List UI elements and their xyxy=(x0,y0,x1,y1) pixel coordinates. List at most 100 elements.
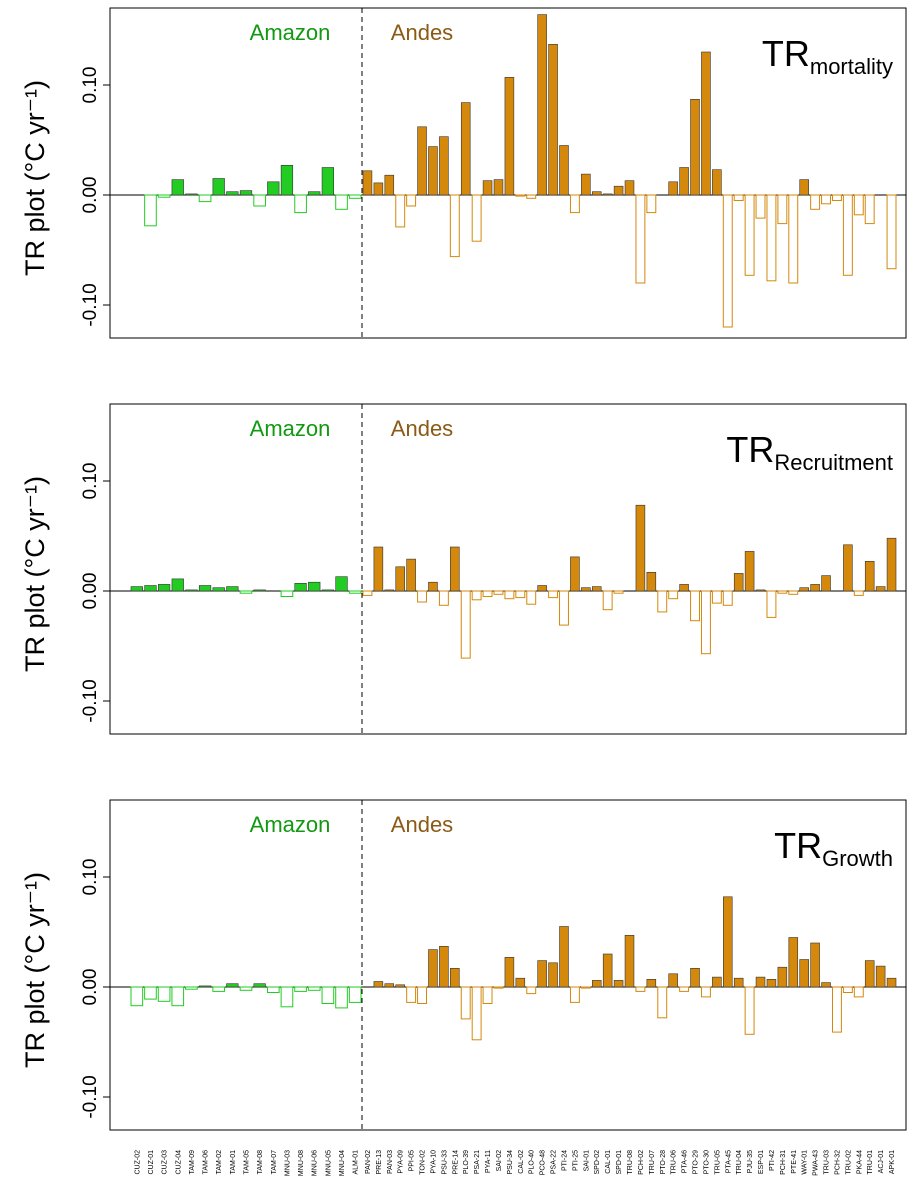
y-axis-label: TR plot (°C yr⁻¹) xyxy=(20,80,50,276)
bar xyxy=(635,194,646,284)
x-tick-label: MNU-03 xyxy=(284,1150,291,1176)
x-tick-label: CUZ-01 xyxy=(148,1150,155,1175)
bar xyxy=(428,146,438,196)
x-tick-label: SAI-02 xyxy=(496,1150,503,1172)
bar xyxy=(559,590,569,626)
bar xyxy=(602,193,613,196)
bar xyxy=(450,546,460,592)
bar xyxy=(722,194,733,328)
x-tick-label: TRU-05 xyxy=(714,1150,721,1175)
x-tick-label: TAM-05 xyxy=(244,1150,251,1174)
bar xyxy=(843,544,853,592)
y-tick-label: -0.10 xyxy=(80,1075,101,1118)
x-tick-label: CAL-02 xyxy=(518,1150,525,1174)
region-label: Amazon xyxy=(250,20,331,45)
bar xyxy=(722,590,733,606)
bar xyxy=(335,194,348,210)
bar xyxy=(624,180,635,196)
bar xyxy=(690,967,700,988)
x-tick-label: PLO-40 xyxy=(529,1150,536,1174)
bar xyxy=(755,194,766,219)
bar xyxy=(799,179,809,196)
x-tick-label: PTE-41 xyxy=(791,1150,798,1174)
bar xyxy=(700,986,711,998)
x-tick-label: PAN-03 xyxy=(387,1150,394,1174)
region-label: Andes xyxy=(391,416,453,441)
bar xyxy=(428,949,438,988)
x-tick-label: PYA-11 xyxy=(485,1150,492,1173)
bar xyxy=(471,194,482,242)
bar xyxy=(559,926,569,988)
x-tick-label: CUZ-02 xyxy=(134,1150,141,1175)
bar xyxy=(198,194,212,203)
panel-title-sub: Recruitment xyxy=(774,450,893,475)
bar xyxy=(253,589,266,592)
bar xyxy=(493,179,504,196)
bar xyxy=(373,981,384,988)
bar xyxy=(515,977,526,988)
bar xyxy=(239,590,253,594)
x-tick-label: MNU-06 xyxy=(312,1150,319,1176)
bar xyxy=(226,191,239,196)
y-axis-label: TR plot (°C yr⁻¹) xyxy=(20,872,50,1068)
bar xyxy=(471,590,482,601)
bar xyxy=(471,986,482,1041)
bar xyxy=(428,581,438,592)
x-tick-label: PTO-30 xyxy=(703,1150,710,1174)
bar xyxy=(799,587,809,592)
bar xyxy=(493,986,504,989)
bar xyxy=(185,986,198,990)
x-tick-label: CAL-01 xyxy=(605,1150,612,1174)
bar xyxy=(821,575,831,592)
x-tick-label: PJU-35 xyxy=(747,1150,754,1173)
y-tick-label: -0.10 xyxy=(80,283,101,326)
y-tick-label: 0.00 xyxy=(80,177,101,214)
bar xyxy=(226,586,239,592)
bar xyxy=(280,165,294,196)
bar xyxy=(406,194,417,207)
bar xyxy=(157,584,171,592)
bar xyxy=(198,985,212,988)
region-label: Andes xyxy=(391,812,453,837)
bar xyxy=(335,576,348,592)
x-tick-label: PWA-43 xyxy=(813,1150,820,1176)
bar xyxy=(679,167,689,196)
x-tick-label: PTI-25 xyxy=(572,1150,579,1171)
bar xyxy=(253,983,266,988)
bar xyxy=(384,589,395,592)
x-tick-label: PRE-13 xyxy=(376,1150,383,1175)
x-tick-label: MNU-05 xyxy=(325,1150,332,1176)
bar xyxy=(212,587,225,592)
bar xyxy=(569,194,580,214)
x-tick-label: ACJ-01 xyxy=(878,1150,885,1173)
bar xyxy=(321,986,335,1004)
bar xyxy=(308,581,321,592)
bar xyxy=(777,194,788,225)
x-tick-label: PYA-10 xyxy=(430,1150,437,1174)
bar xyxy=(212,178,225,196)
x-tick-label: PYA-09 xyxy=(398,1150,405,1174)
bar xyxy=(348,986,362,1003)
x-tick-label: TRU-07 xyxy=(649,1150,656,1175)
bar xyxy=(266,986,280,993)
bar xyxy=(450,967,460,988)
bar xyxy=(395,566,405,592)
bar xyxy=(690,590,700,622)
region-label: Andes xyxy=(391,20,453,45)
panel-title-main: TR xyxy=(774,825,822,866)
bar xyxy=(144,194,157,227)
bar xyxy=(515,590,526,599)
bar xyxy=(646,978,657,988)
bar xyxy=(171,578,184,592)
bar xyxy=(755,589,766,592)
x-tick-label: TAM-06 xyxy=(203,1150,210,1174)
x-tick-label: MNU-08 xyxy=(298,1150,305,1176)
x-tick-label: TRU-03 xyxy=(824,1150,831,1175)
bar xyxy=(777,590,788,594)
bar xyxy=(570,556,580,592)
bar xyxy=(864,194,875,225)
bar xyxy=(280,590,294,597)
bar xyxy=(482,986,493,1004)
